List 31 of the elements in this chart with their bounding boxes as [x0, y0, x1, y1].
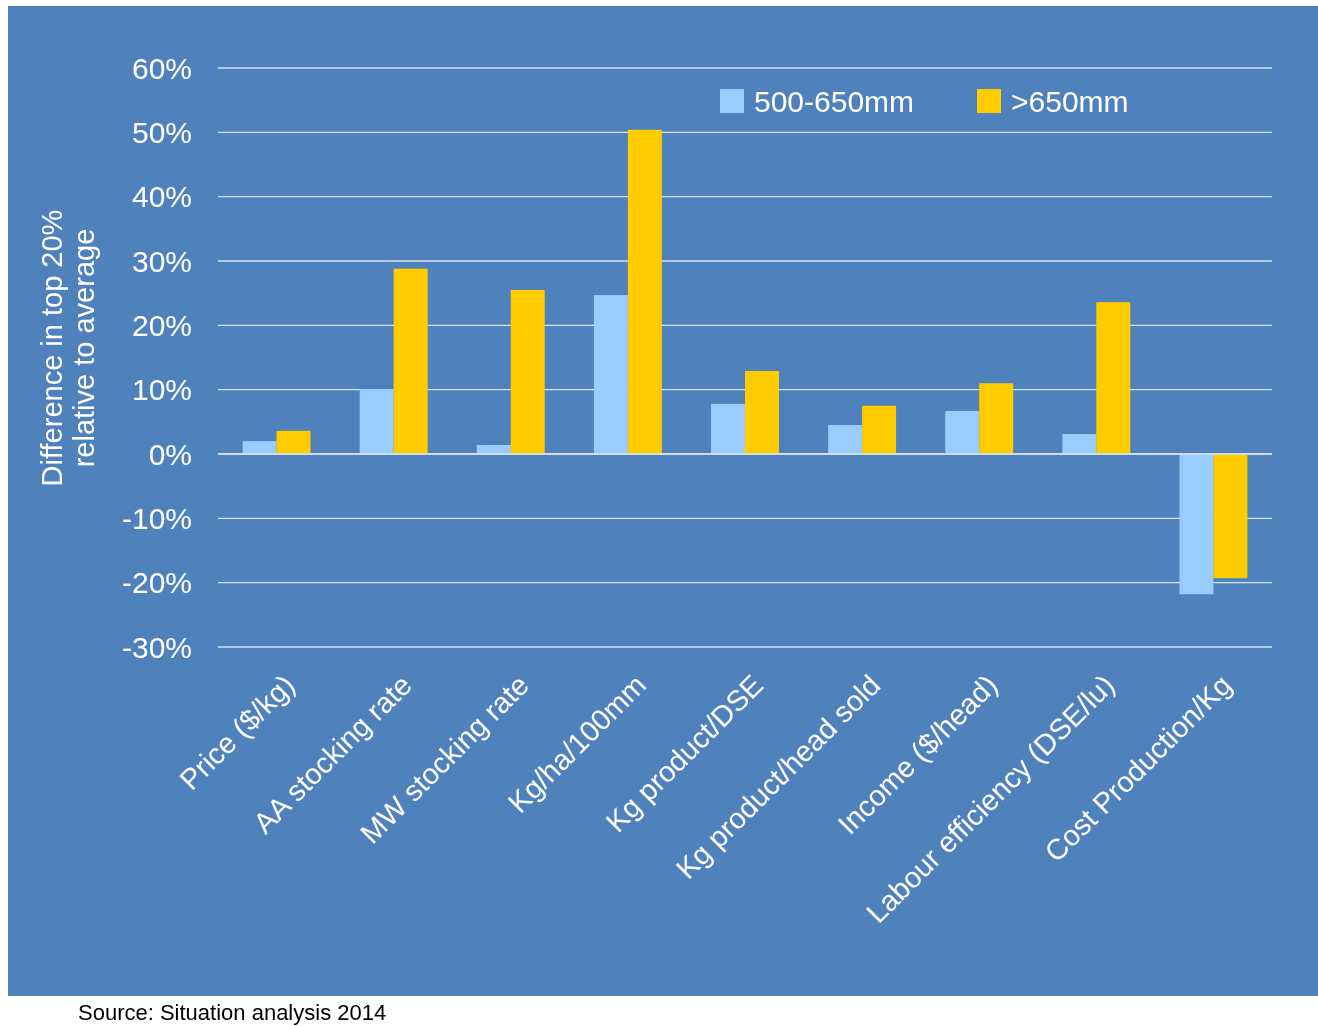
bar: [627, 129, 662, 454]
bar: [862, 405, 897, 454]
y-tick-label: -20%: [121, 566, 192, 600]
y-tick-label: 0%: [148, 437, 192, 471]
y-tick-label: -10%: [121, 501, 192, 535]
y-tick-label: 40%: [131, 180, 192, 214]
y-tick-label: -30%: [121, 630, 192, 664]
bar: [745, 371, 779, 454]
bar: [711, 403, 745, 454]
bar: [593, 295, 628, 454]
legend-label: >650mm: [1011, 84, 1129, 118]
bar: [1213, 454, 1248, 579]
y-tick-label: 10%: [131, 373, 192, 407]
bar: [276, 430, 311, 454]
bar: [393, 268, 428, 454]
bar: [1062, 434, 1097, 454]
bar: [359, 389, 394, 454]
legend-label: 500-650mm: [754, 84, 915, 118]
y-tick-label: 30%: [131, 244, 192, 278]
bar: [945, 410, 980, 454]
bar: [828, 425, 863, 454]
bar: [1096, 302, 1131, 454]
bar: [242, 441, 277, 454]
y-axis-title: Difference in top 20% relative to average: [36, 209, 100, 487]
source-note: Source: Situation analysis 2014: [78, 1000, 387, 1025]
y-tick-label: 20%: [131, 308, 192, 342]
y-tick-label: 60%: [131, 51, 192, 85]
y-tick-label: 50%: [131, 115, 192, 149]
bar: [1179, 454, 1214, 595]
bar: [510, 289, 545, 454]
bar: [979, 383, 1014, 454]
